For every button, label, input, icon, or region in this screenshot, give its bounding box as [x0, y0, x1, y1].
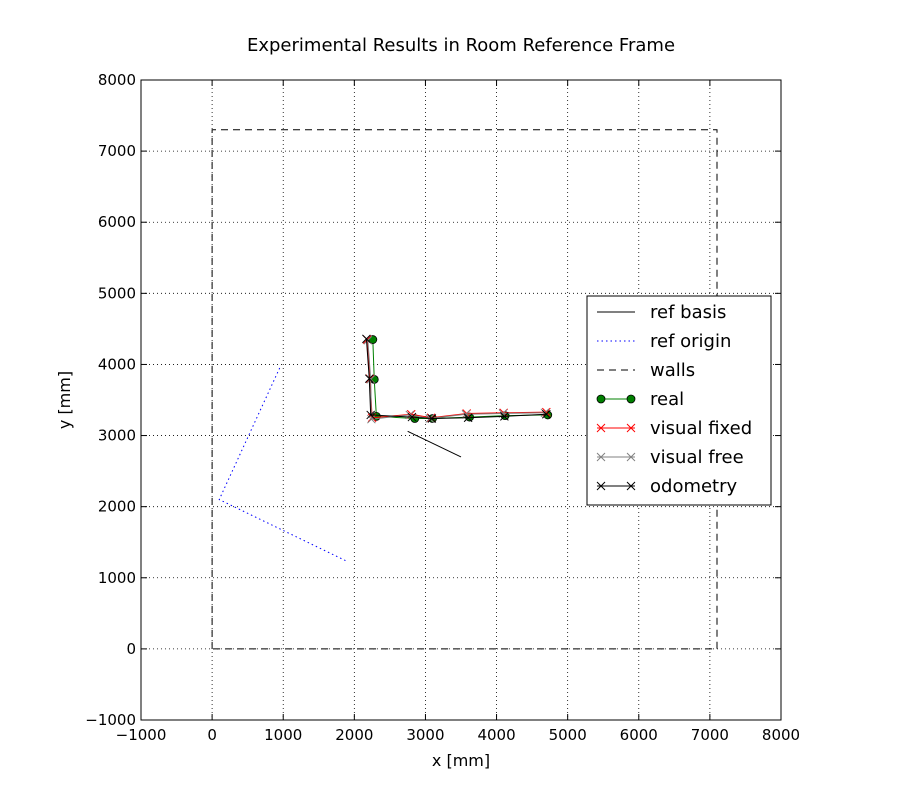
x-tick-label: 8000 [762, 726, 800, 744]
plot-frame [140, 79, 782, 721]
marker-stroke [362, 334, 371, 344]
x-tick-label: 0 [207, 726, 217, 744]
chart-title: Experimental Results in Room Reference F… [247, 35, 675, 56]
odometry-point [366, 410, 376, 420]
ref-origin-line [218, 367, 348, 562]
real-line [372, 339, 548, 419]
odometry-point [500, 412, 509, 421]
odometry-point [427, 414, 437, 423]
legend-marker [596, 452, 606, 462]
marker-stroke [596, 481, 606, 491]
marker-stroke [500, 412, 509, 421]
ticks: −1000 0 1000 2000 3000 4000 5000 6000 7000 8000 −1… [85, 71, 800, 744]
marker-stroke [626, 452, 636, 462]
legend-marker [626, 481, 636, 491]
legend-marker [596, 394, 606, 404]
marker-stroke [463, 413, 473, 423]
series-odometry [362, 334, 551, 423]
legend-label-odometry: odometry [650, 476, 738, 497]
marker-stroke [364, 374, 374, 384]
series-ref-basis [407, 430, 462, 458]
x-tick-label: 3000 [406, 726, 444, 744]
marker-stroke [461, 409, 471, 419]
y-tick-label: 3000 [98, 427, 136, 445]
x-tick-label: 4000 [477, 726, 515, 744]
legend: ref basis ref origin walls real visual fixed… [586, 295, 772, 506]
walls-line [211, 129, 718, 650]
y-tick-label: 6000 [98, 213, 136, 231]
x-tick-label: 7000 [691, 726, 729, 744]
legend-marker [596, 481, 606, 491]
legend-marker [626, 452, 636, 462]
y-tick-label: 8000 [98, 71, 136, 89]
series-layer [211, 129, 718, 650]
odometry-point [364, 374, 374, 384]
odometry-point [407, 412, 417, 422]
legend-label-ref-origin: ref origin [650, 331, 731, 352]
marker-stroke [626, 423, 636, 433]
marker-stroke [427, 414, 437, 423]
legend-box [586, 295, 772, 506]
legend-marker [596, 423, 606, 433]
visual-free-line [367, 340, 545, 420]
x-tick-label: 2000 [335, 726, 373, 744]
series-real [368, 335, 553, 423]
legend-label-walls: walls [650, 360, 695, 381]
visual-free-point [366, 375, 376, 384]
y-tick-label: 7000 [98, 142, 136, 160]
marker-stroke [366, 410, 376, 420]
x-tick-label: 5000 [549, 726, 587, 744]
marker-stroke [541, 409, 551, 419]
ref-basis-line [407, 430, 462, 458]
marker-stroke [366, 375, 376, 384]
x-tick-label: 6000 [620, 726, 658, 744]
series-visual-fixed [362, 335, 551, 423]
y-tick-label: −1000 [85, 711, 136, 729]
odometry-line [365, 338, 547, 419]
x-axis-label: x [mm] [432, 751, 490, 770]
y-axis-label: y [mm] [55, 371, 74, 429]
x-tick-label: 1000 [264, 726, 302, 744]
odometry-point [362, 334, 371, 344]
marker-stroke [596, 423, 606, 433]
odometry-point [463, 413, 473, 423]
y-tick-label: 4000 [98, 355, 136, 373]
marker-stroke [626, 481, 636, 491]
x-tick-label: −1000 [116, 726, 167, 744]
legend-label-visual-free: visual free [650, 447, 744, 468]
odometry-point [541, 409, 551, 419]
marker-stroke [596, 452, 606, 462]
y-tick-label: 1000 [98, 569, 136, 587]
marker-stroke [367, 414, 376, 424]
series-ref-origin [218, 367, 348, 562]
legend-label-ref-basis: ref basis [650, 302, 726, 323]
series-visual-free [363, 335, 550, 424]
marker-stroke [407, 412, 417, 422]
visual-fixed-line [366, 339, 547, 419]
series-walls [211, 129, 718, 650]
legend-label-visual-fixed: visual fixed [650, 418, 752, 439]
legend-marker [626, 423, 636, 433]
legend-marker [626, 394, 636, 404]
y-tick-label: 0 [126, 640, 136, 658]
y-tick-label: 2000 [98, 498, 136, 516]
y-tick-label: 5000 [98, 284, 136, 302]
legend-label-real: real [650, 389, 684, 410]
